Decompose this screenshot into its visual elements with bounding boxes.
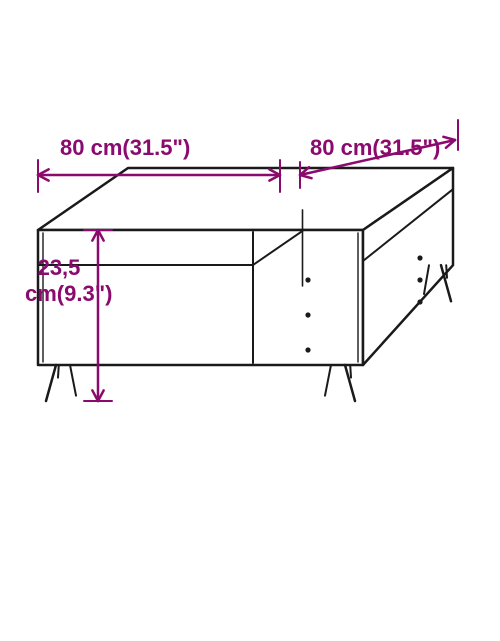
- dim-depth-label: 80 cm(31.5"): [310, 135, 440, 161]
- dimension-diagram: [0, 0, 500, 641]
- dim-width-label: 80 cm(31.5"): [60, 135, 190, 161]
- dim-height-label: 23,5 cm(9.3"): [25, 255, 93, 307]
